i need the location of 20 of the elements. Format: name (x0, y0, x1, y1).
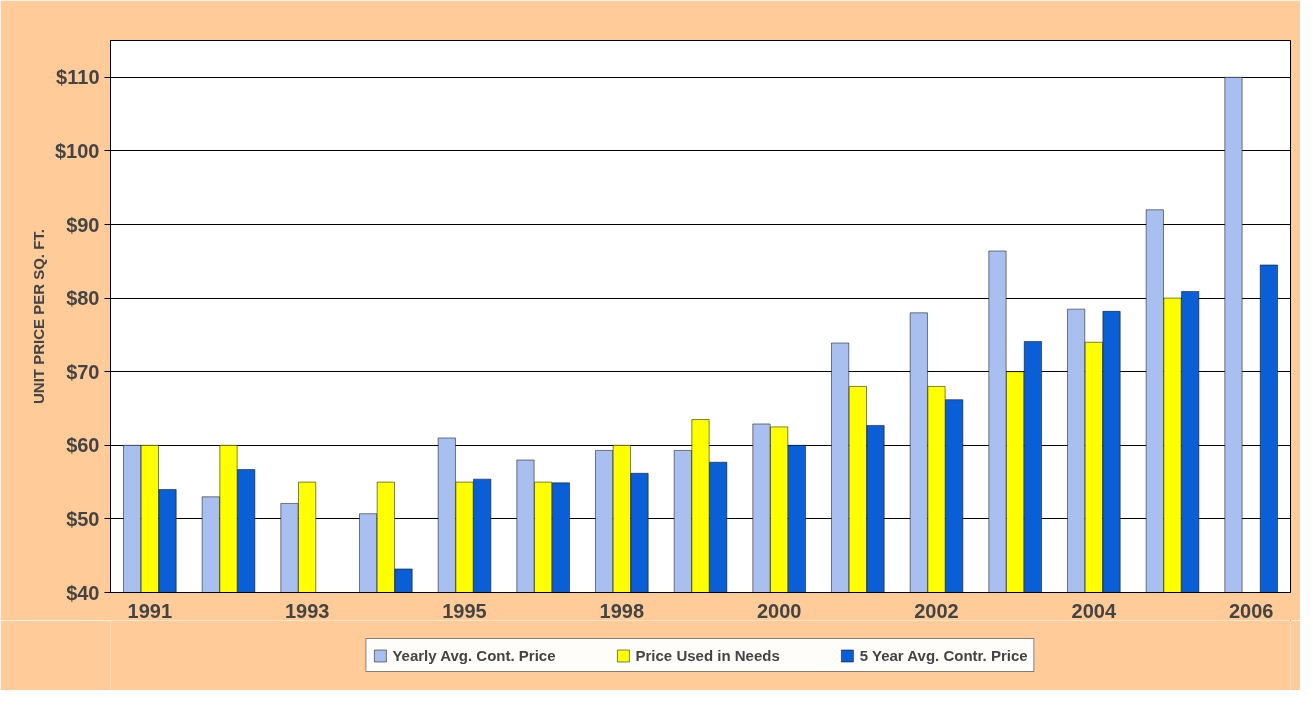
x-tick-label: 2002 (914, 599, 959, 622)
legend-label: 5 Year Avg. Contr. Price (859, 645, 1028, 665)
y-tick-label: $40 (66, 581, 100, 604)
x-tick-label: 2000 (756, 599, 802, 622)
y-tick-label: $80 (66, 287, 100, 310)
x-tick-label: 1993 (284, 599, 330, 622)
y-tick-label: $70 (66, 360, 100, 383)
y-axis-title: UNIT PRICE PER SQ. FT. (30, 228, 48, 405)
y-tick-label: $90 (66, 213, 100, 236)
x-tick-label: 1995 (442, 599, 487, 622)
y-tick-label: $110 (56, 66, 100, 89)
legend-label: Yearly Avg. Cont. Price (392, 645, 556, 665)
y-tick-label: $100 (55, 139, 100, 162)
x-tick-label: 1998 (599, 599, 645, 622)
y-tick-label: $60 (66, 434, 100, 457)
x-tick-label: 2004 (1071, 599, 1117, 622)
x-tick-label: 1991 (127, 599, 173, 622)
x-tick-label: 2006 (1228, 599, 1274, 622)
y-tick-label: $50 (66, 507, 100, 530)
legend-label: Price Used in Needs (635, 645, 780, 665)
